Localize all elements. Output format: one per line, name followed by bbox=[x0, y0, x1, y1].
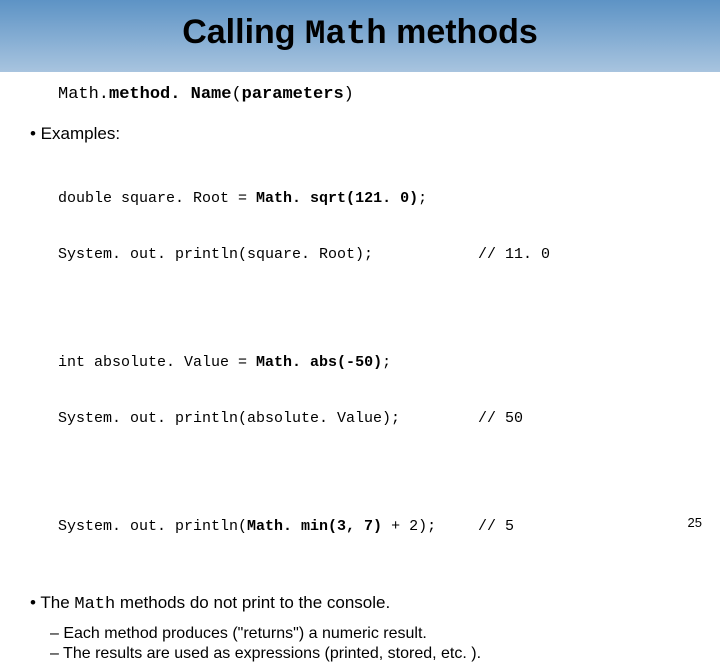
title-part-2: methods bbox=[387, 13, 538, 51]
code-5r: // 5 bbox=[478, 518, 514, 537]
syntax-close: ) bbox=[344, 85, 354, 104]
syntax-params: parameters bbox=[242, 85, 344, 104]
note-bullet: • The Math methods do not print to the c… bbox=[30, 592, 690, 615]
slide-title: Calling Math methods bbox=[182, 13, 538, 54]
code-2r: // 11. 0 bbox=[478, 246, 550, 265]
code-3c: ; bbox=[382, 354, 391, 371]
code-example-1: double square. Root = Math. sqrt(121. 0)… bbox=[58, 153, 690, 303]
code-example-3: System. out. println(Math. min(3, 7) + 2… bbox=[58, 481, 690, 575]
title-part-1: Calling bbox=[182, 13, 305, 51]
syntax-methodname: method. Name bbox=[109, 85, 231, 104]
code-1b: Math. sqrt(121. 0) bbox=[256, 190, 418, 207]
note-mono: Math bbox=[74, 595, 115, 614]
slide-number: 25 bbox=[688, 515, 702, 530]
code-4r: // 50 bbox=[478, 410, 523, 429]
sub-bullet-2: – The results are used as expressions (p… bbox=[50, 644, 690, 664]
code-3a: int absolute. Value = bbox=[58, 354, 256, 371]
slide-body: Math.method. Name(parameters) • Examples… bbox=[0, 72, 720, 664]
code-1c: ; bbox=[418, 190, 427, 207]
syntax-math: Math. bbox=[58, 85, 109, 104]
code-example-2: int absolute. Value = Math. abs(-50); Sy… bbox=[58, 317, 690, 467]
code-3b: Math. abs(-50) bbox=[256, 354, 382, 371]
title-bar: Calling Math methods bbox=[0, 0, 720, 72]
code-1a: double square. Root = bbox=[58, 190, 256, 207]
syntax-line: Math.method. Name(parameters) bbox=[58, 84, 690, 105]
syntax-open: ( bbox=[231, 85, 241, 104]
code-2a: System. out. println(square. Root); bbox=[58, 246, 478, 265]
sub-bullet-1: – Each method produces ("returns") a num… bbox=[50, 624, 690, 644]
title-mono: Math bbox=[305, 16, 387, 54]
code-5c: + 2); bbox=[382, 518, 436, 535]
note-pre: • The bbox=[30, 593, 74, 612]
code-5b: Math. min(3, 7) bbox=[247, 518, 382, 535]
examples-heading: • Examples: bbox=[30, 123, 690, 144]
note-post: methods do not print to the console. bbox=[115, 593, 390, 612]
code-5a: System. out. println( bbox=[58, 518, 247, 535]
code-4a: System. out. println(absolute. Value); bbox=[58, 410, 478, 429]
